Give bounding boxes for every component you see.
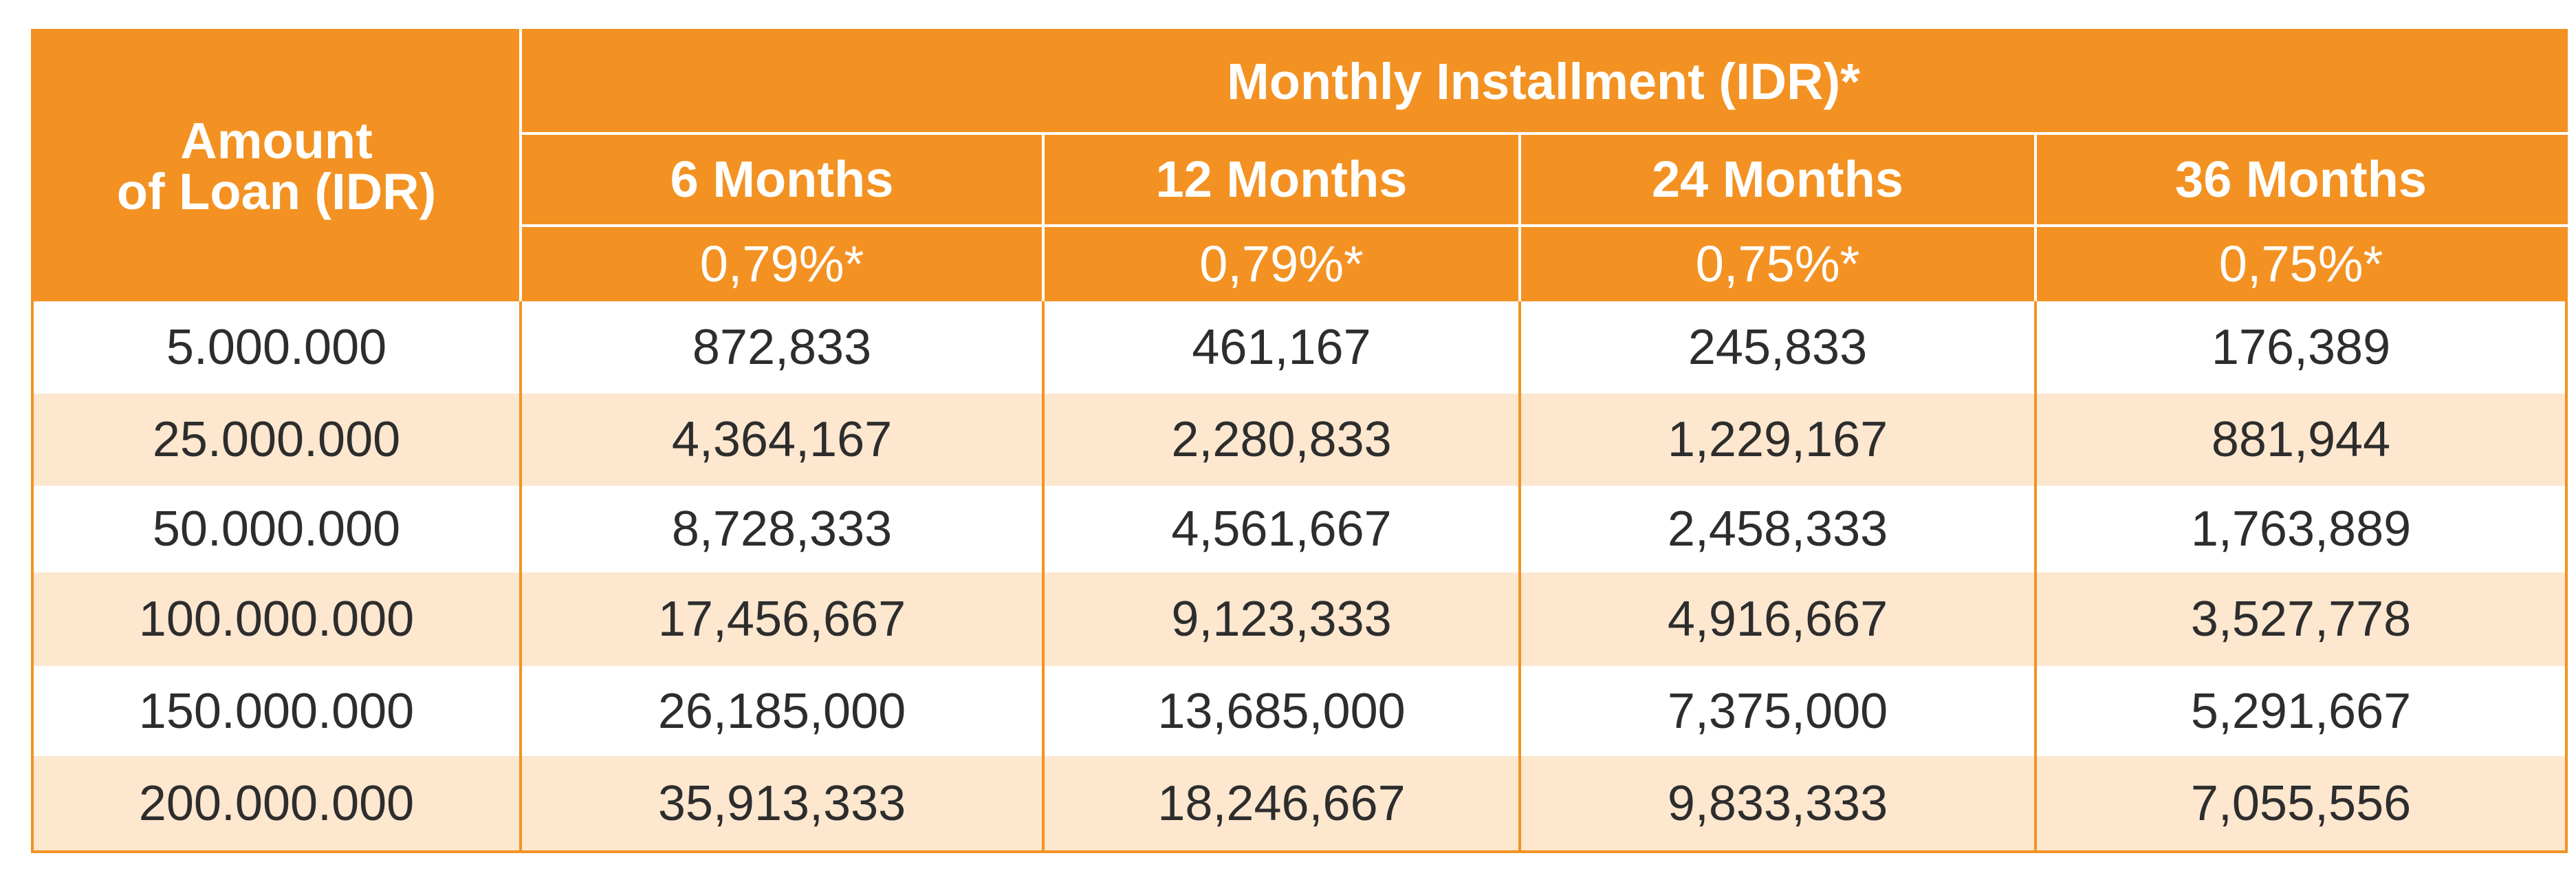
installment-12-months-cell: 18,246,667 bbox=[1042, 756, 1520, 852]
installment-24-months-cell: 245,833 bbox=[1518, 301, 2035, 394]
rate-36-months: 0,75%* bbox=[2033, 226, 2567, 301]
rate-12-months: 0,79%* bbox=[1042, 226, 1520, 301]
loan-amount-cell: 100.000.000 bbox=[32, 572, 521, 666]
installment-24-months-cell: 9,833,333 bbox=[1518, 756, 2035, 852]
loan-amount-cell: 5.000.000 bbox=[32, 301, 521, 394]
table-body: 5.000.000 872,833 461,167 245,833 176,38… bbox=[32, 301, 2567, 852]
installment-36-months-cell: 3,527,778 bbox=[2033, 572, 2567, 666]
installment-24-months-cell: 7,375,000 bbox=[1518, 666, 2035, 756]
loan-amount-cell: 25.000.000 bbox=[32, 394, 521, 486]
header-row-terms: 6 Months 12 Months 24 Months 36 Months bbox=[32, 133, 2567, 227]
header-row-rates: 0,79%* 0,79%* 0,75%* 0,75%* bbox=[32, 226, 2567, 301]
loan-amount-cell: 150.000.000 bbox=[32, 666, 521, 756]
installment-12-months-cell: 461,167 bbox=[1042, 301, 1520, 394]
installment-36-months-cell: 5,291,667 bbox=[2033, 666, 2567, 756]
loan-amount-cell: 50.000.000 bbox=[32, 486, 521, 572]
rate-24-months: 0,75%* bbox=[1518, 226, 2035, 301]
installment-12-months-cell: 13,685,000 bbox=[1042, 666, 1520, 756]
term-header-6-months: 6 Months bbox=[521, 133, 1043, 227]
table-row: 150.000.000 26,185,000 13,685,000 7,375,… bbox=[32, 666, 2567, 756]
amount-header-line-2: of Loan (IDR) bbox=[116, 163, 437, 220]
installment-24-months-cell: 4,916,667 bbox=[1518, 572, 2035, 666]
monthly-installment-header: Monthly Installment (IDR)* bbox=[521, 30, 2567, 135]
table-row: 25.000.000 4,364,167 2,280,833 1,229,167… bbox=[32, 394, 2567, 486]
table-header: Amount of Loan (IDR) Monthly Installment… bbox=[32, 30, 2567, 301]
installment-24-months-cell: 1,229,167 bbox=[1518, 394, 2035, 486]
table-row: 200.000.000 35,913,333 18,246,667 9,833,… bbox=[32, 756, 2567, 852]
amount-header-line-1: Amount bbox=[180, 112, 373, 169]
installment-6-months-cell: 8,728,333 bbox=[519, 486, 1043, 572]
installment-6-months-cell: 4,364,167 bbox=[519, 394, 1043, 486]
installment-6-months-cell: 26,185,000 bbox=[519, 666, 1043, 756]
installment-6-months-cell: 35,913,333 bbox=[519, 756, 1043, 852]
header-row-title: Amount of Loan (IDR) Monthly Installment… bbox=[32, 30, 2567, 301]
term-header-12-months: 12 Months bbox=[1042, 133, 1520, 227]
installment-36-months-cell: 7,055,556 bbox=[2033, 756, 2567, 852]
installment-36-months-cell: 176,389 bbox=[2033, 301, 2567, 394]
installment-6-months-cell: 17,456,667 bbox=[519, 572, 1043, 666]
installment-36-months-cell: 1,763,889 bbox=[2033, 486, 2567, 572]
table-row: 100.000.000 17,456,667 9,123,333 4,916,6… bbox=[32, 572, 2567, 666]
term-header-36-months: 36 Months bbox=[2033, 133, 2567, 227]
amount-of-loan-header: Amount of Loan (IDR) bbox=[32, 30, 522, 301]
installment-24-months-cell: 2,458,333 bbox=[1518, 486, 2035, 572]
table-row: 50.000.000 8,728,333 4,561,667 2,458,333… bbox=[32, 486, 2567, 572]
table-row: 5.000.000 872,833 461,167 245,833 176,38… bbox=[32, 301, 2567, 394]
installment-36-months-cell: 881,944 bbox=[2033, 394, 2567, 486]
rate-6-months: 0,79%* bbox=[521, 226, 1043, 301]
installment-table: Amount of Loan (IDR) Monthly Installment… bbox=[31, 29, 2568, 853]
installment-6-months-cell: 872,833 bbox=[519, 301, 1043, 394]
installment-12-months-cell: 9,123,333 bbox=[1042, 572, 1520, 666]
term-header-24-months: 24 Months bbox=[1518, 133, 2035, 227]
installment-12-months-cell: 2,280,833 bbox=[1042, 394, 1520, 486]
installment-12-months-cell: 4,561,667 bbox=[1042, 486, 1520, 572]
loan-amount-cell: 200.000.000 bbox=[32, 756, 521, 852]
